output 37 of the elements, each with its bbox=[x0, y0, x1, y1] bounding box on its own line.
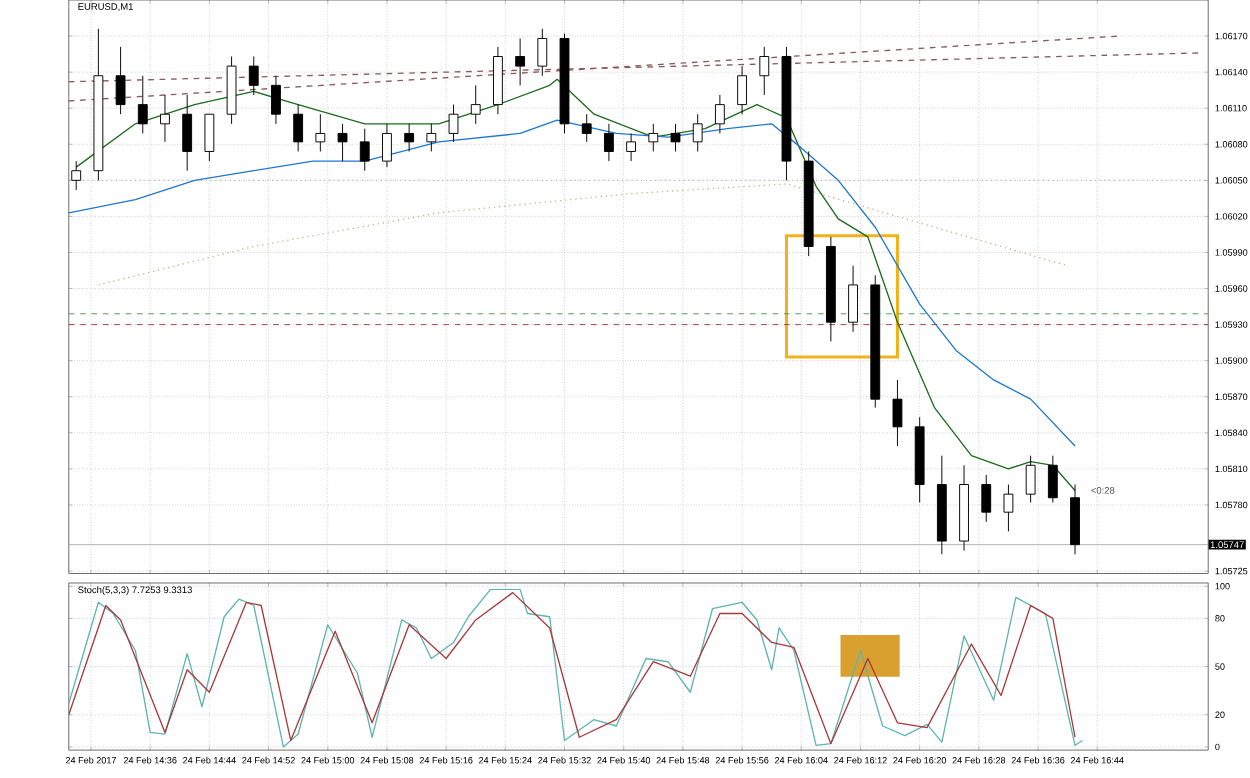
candlestick bbox=[160, 94, 170, 143]
candlestick bbox=[581, 113, 592, 143]
candlestick bbox=[204, 113, 215, 162]
candlestick bbox=[648, 123, 659, 152]
candlestick bbox=[1047, 454, 1058, 503]
candlestick bbox=[892, 379, 903, 447]
line-series bbox=[97, 183, 1069, 286]
candlestick bbox=[271, 74, 281, 125]
candlestick bbox=[603, 123, 614, 162]
candlestick bbox=[626, 132, 637, 162]
candlestick bbox=[1070, 483, 1080, 555]
candlestick bbox=[981, 474, 992, 522]
candlestick bbox=[1003, 483, 1014, 532]
candlestick bbox=[382, 123, 392, 168]
candlestick bbox=[848, 264, 858, 333]
candlestick bbox=[359, 127, 370, 171]
candlestick bbox=[537, 28, 548, 76]
candlestick bbox=[426, 123, 437, 152]
candlestick bbox=[1025, 454, 1036, 503]
candlestick bbox=[137, 74, 148, 134]
candlestick bbox=[759, 46, 770, 96]
candlestick bbox=[293, 103, 304, 152]
candlestick bbox=[448, 103, 459, 143]
line-series bbox=[68, 119, 1076, 447]
candlestick bbox=[515, 37, 526, 86]
candlestick bbox=[404, 123, 415, 152]
candlestick bbox=[248, 55, 259, 96]
candlestick bbox=[182, 94, 193, 171]
candlestick bbox=[115, 46, 126, 115]
candlestick bbox=[670, 123, 681, 152]
candlestick bbox=[714, 94, 725, 134]
candlestick bbox=[737, 65, 747, 115]
candlestick bbox=[337, 123, 348, 162]
candlestick bbox=[470, 84, 481, 125]
candlestick bbox=[315, 113, 326, 152]
candlestick bbox=[71, 160, 82, 191]
candlestick bbox=[692, 113, 703, 152]
